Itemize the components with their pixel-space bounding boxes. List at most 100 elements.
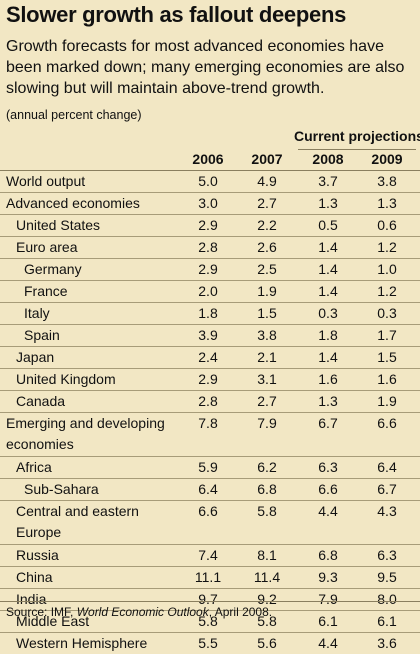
value-cell-2009: 3.8	[377, 173, 397, 189]
chart-subtitle: Growth forecasts for most advanced econo…	[6, 38, 405, 97]
source-suffix: , April 2008.	[208, 605, 273, 619]
value-cell-2006: 5.5	[198, 635, 218, 651]
bottom-rule	[0, 601, 420, 602]
data-table: World output 5.0 4.9 3.7 3.8 Advanced economi…	[0, 171, 420, 654]
value-cell-2007: 2.7	[257, 393, 277, 409]
value-cell-2007: 2.6	[257, 239, 277, 255]
row-label: Italy	[24, 305, 50, 321]
row-label: Advanced economies	[6, 195, 140, 211]
value-cell-2006: 2.8	[198, 393, 218, 409]
value-cell-2009: 1.9	[377, 393, 397, 409]
value-cell-2009: 6.7	[377, 481, 397, 497]
value-cell-2007: 4.9	[257, 173, 277, 189]
value-cell-2008: 6.3	[318, 459, 338, 475]
value-cell-2006: 11.1	[194, 569, 222, 585]
value-cell-2009: 6.4	[377, 459, 397, 475]
source-prefix: Source: IMF,	[6, 605, 77, 619]
row-label: United Kingdom	[16, 371, 116, 387]
value-cell-2008: 1.4	[318, 349, 338, 365]
value-cell-2007: 5.6	[257, 635, 277, 651]
row-label: Japan	[16, 349, 55, 365]
value-cell-2007: 6.2	[257, 459, 277, 475]
value-cell-2008: 4.4	[318, 635, 338, 651]
value-cell-2006: 1.8	[198, 305, 218, 321]
value-cell-2009: 8.0	[377, 591, 397, 607]
value-cell-2006: 2.9	[198, 371, 218, 387]
value-cell-2007: 5.8	[257, 613, 277, 629]
row-label: Euro area	[16, 239, 78, 255]
table-row: Euro area 2.8 2.6 1.4 1.2	[0, 237, 420, 259]
value-cell-2006: 2.0	[198, 283, 218, 299]
value-cell-2008: 0.5	[318, 217, 338, 233]
row-label: Spain	[24, 327, 60, 343]
value-cell-2008: 3.7	[318, 173, 338, 189]
value-cell-2009: 1.3	[377, 195, 397, 211]
value-cell-2006: 9.7	[198, 591, 218, 607]
value-cell-2008: 1.6	[318, 371, 338, 387]
column-header-2007: 2007	[251, 151, 283, 167]
value-cell-2009: 0.3	[377, 305, 397, 321]
value-cell-2006: 5.0	[198, 173, 218, 189]
value-cell-2009: 6.3	[377, 547, 397, 563]
row-label: Central and eastern Europe	[16, 503, 139, 540]
table-row: Sub-Sahara 6.4 6.8 6.6 6.7	[0, 479, 420, 501]
value-cell-2009: 0.6	[377, 217, 397, 233]
value-cell-2008: 1.3	[318, 195, 338, 211]
table-row: Central and eastern Europe 6.6 5.8 4.4 4.3	[0, 501, 420, 545]
value-cell-2007: 2.1	[257, 349, 277, 365]
value-cell-2007: 3.8	[257, 327, 277, 343]
value-cell-2009: 1.6	[377, 371, 397, 387]
row-label: Sub-Sahara	[24, 481, 99, 497]
value-cell-2008: 6.8	[318, 547, 338, 563]
value-cell-2008: 1.4	[318, 239, 338, 255]
value-cell-2009: 1.0	[377, 261, 397, 277]
value-cell-2006: 6.6	[198, 503, 218, 519]
value-cell-2006: 7.4	[198, 547, 218, 563]
table-row: Middle East 5.8 5.8 6.1 6.1	[0, 611, 420, 633]
value-cell-2009: 1.5	[377, 349, 397, 365]
value-cell-2008: 6.1	[318, 613, 338, 629]
column-header-2009: 2009	[371, 151, 403, 167]
value-cell-2006: 3.9	[198, 327, 218, 343]
value-cell-2009: 6.1	[377, 613, 397, 629]
value-cell-2008: 0.3	[318, 305, 338, 321]
table-row: United Kingdom 2.9 3.1 1.6 1.6	[0, 369, 420, 391]
value-cell-2007: 3.1	[257, 371, 277, 387]
value-cell-2007: 6.8	[257, 481, 277, 497]
column-header-2008: 2008	[312, 151, 344, 167]
table-row: France 2.0 1.9 1.4 1.2	[0, 281, 420, 303]
unit-note: (annual percent change)	[6, 108, 142, 122]
table-row: Russia 7.4 8.1 6.8 6.3	[0, 545, 420, 567]
table-row: Germany 2.9 2.5 1.4 1.0	[0, 259, 420, 281]
value-cell-2008: 4.4	[318, 503, 338, 519]
value-cell-2009: 1.2	[377, 239, 397, 255]
value-cell-2007: 9.2	[257, 591, 277, 607]
row-label: Middle East	[16, 613, 90, 629]
table-row: India 9.7 9.2 7.9 8.0	[0, 589, 420, 611]
table-row: Advanced economies 3.0 2.7 1.3 1.3	[0, 193, 420, 215]
value-cell-2006: 2.4	[198, 349, 218, 365]
row-label: Western Hemisphere	[16, 635, 148, 651]
row-label: India	[16, 591, 47, 607]
row-label: Russia	[16, 547, 59, 563]
value-cell-2007: 2.7	[257, 195, 277, 211]
value-cell-2009: 1.7	[377, 327, 397, 343]
header-rule	[0, 170, 420, 171]
value-cell-2008: 1.8	[318, 327, 338, 343]
value-cell-2006: 5.9	[198, 459, 218, 475]
value-cell-2008: 1.3	[318, 393, 338, 409]
value-cell-2006: 6.4	[198, 481, 218, 497]
table-row: Africa 5.9 6.2 6.3 6.4	[0, 457, 420, 479]
value-cell-2009: 4.3	[377, 503, 397, 519]
value-cell-2009: 6.6	[377, 415, 397, 431]
value-cell-2007: 7.9	[257, 415, 277, 431]
row-label: Emerging and developing economies	[6, 415, 165, 452]
value-cell-2006: 2.9	[198, 261, 218, 277]
value-cell-2007: 11.4	[253, 569, 281, 585]
value-cell-2006: 2.9	[198, 217, 218, 233]
row-label: China	[16, 569, 53, 585]
value-cell-2006: 2.8	[198, 239, 218, 255]
source-publication: World Economic Outlook	[76, 605, 209, 619]
value-cell-2006: 5.8	[198, 613, 218, 629]
value-cell-2008: 6.7	[318, 415, 338, 431]
